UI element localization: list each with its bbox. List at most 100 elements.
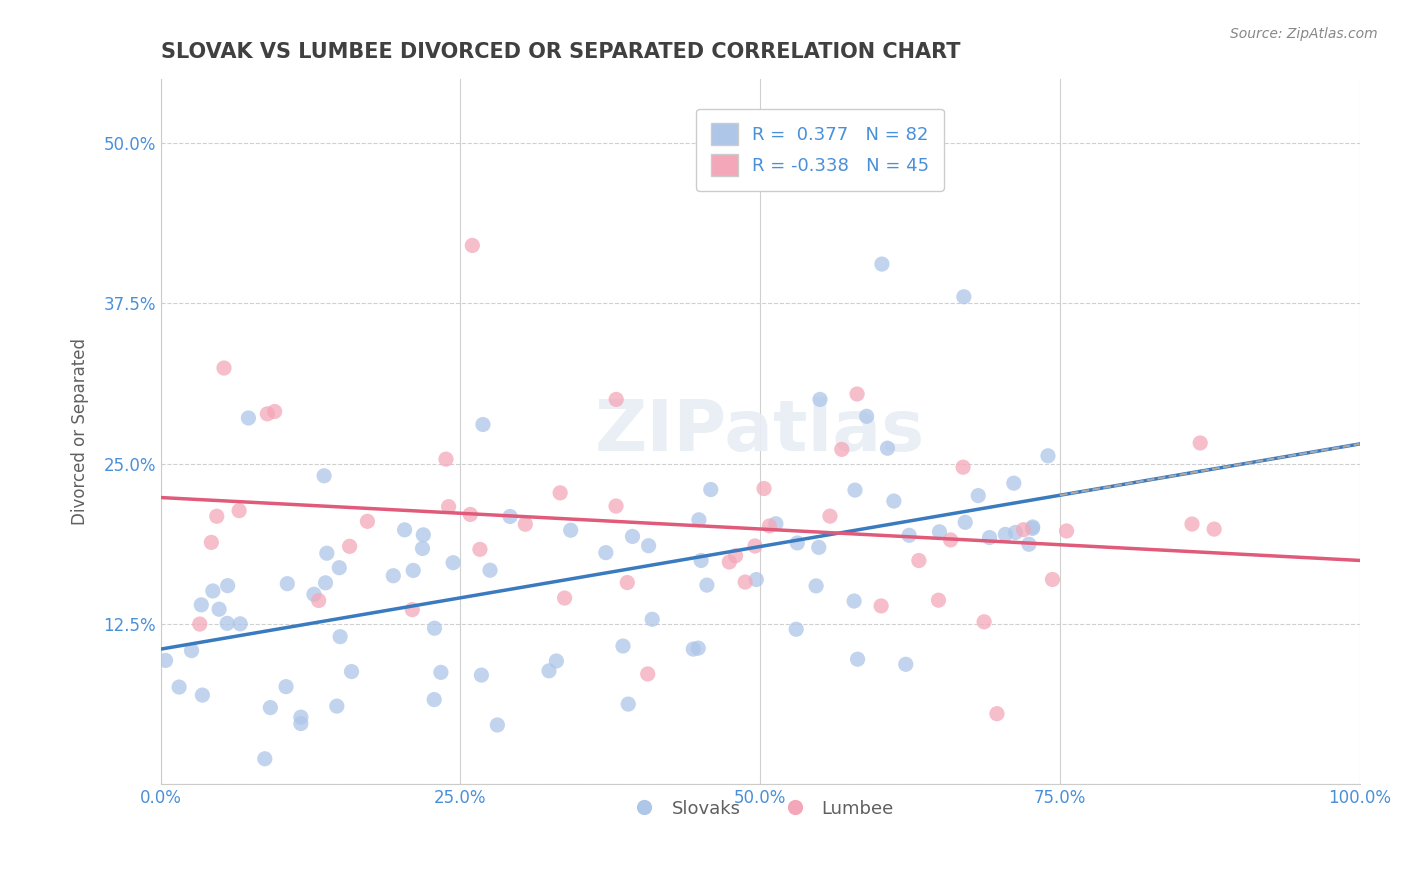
- Point: [758, 519, 780, 533]
- Point: [605, 499, 627, 513]
- Point: [486, 718, 509, 732]
- Point: [217, 579, 239, 593]
- Point: [682, 642, 704, 657]
- Point: [952, 460, 974, 475]
- Point: [315, 575, 337, 590]
- Point: [479, 563, 502, 577]
- Point: [617, 697, 640, 711]
- Point: [274, 680, 297, 694]
- Point: [612, 639, 634, 653]
- Point: [808, 392, 831, 407]
- Point: [276, 576, 298, 591]
- Point: [382, 568, 405, 582]
- Text: SLOVAK VS LUMBEE DIVORCED OR SEPARATED CORRELATION CHART: SLOVAK VS LUMBEE DIVORCED OR SEPARATED C…: [160, 42, 960, 62]
- Point: [953, 290, 976, 304]
- Point: [356, 514, 378, 528]
- Point: [804, 579, 827, 593]
- Point: [973, 615, 995, 629]
- Point: [554, 591, 576, 605]
- Point: [979, 531, 1001, 545]
- Point: [883, 494, 905, 508]
- Point: [752, 482, 775, 496]
- Point: [641, 612, 664, 626]
- Point: [326, 699, 349, 714]
- Point: [898, 528, 921, 542]
- Point: [394, 523, 416, 537]
- Point: [548, 486, 571, 500]
- Point: [846, 387, 869, 401]
- Point: [537, 664, 560, 678]
- Point: [986, 706, 1008, 721]
- Point: [191, 688, 214, 702]
- Point: [437, 500, 460, 514]
- Point: [928, 524, 950, 539]
- Point: [461, 238, 484, 252]
- Point: [870, 257, 893, 271]
- Point: [434, 452, 457, 467]
- Point: [696, 578, 718, 592]
- Point: [894, 657, 917, 672]
- Point: [1002, 476, 1025, 491]
- Point: [842, 594, 865, 608]
- Point: [201, 584, 224, 599]
- Point: [560, 523, 582, 537]
- Point: [1204, 522, 1226, 536]
- Point: [1056, 524, 1078, 538]
- Point: [1004, 525, 1026, 540]
- Point: [423, 692, 446, 706]
- Point: [786, 536, 808, 550]
- Point: [765, 516, 787, 531]
- Point: [1189, 436, 1212, 450]
- Point: [953, 516, 976, 530]
- Point: [402, 563, 425, 577]
- Point: [302, 587, 325, 601]
- Point: [441, 556, 464, 570]
- Point: [259, 700, 281, 714]
- Point: [253, 752, 276, 766]
- Point: [340, 665, 363, 679]
- Point: [1022, 520, 1045, 534]
- Point: [818, 509, 841, 524]
- Point: [412, 528, 434, 542]
- Point: [994, 527, 1017, 541]
- Point: [339, 539, 361, 553]
- Point: [876, 441, 898, 455]
- Point: [468, 542, 491, 557]
- Point: [688, 641, 710, 656]
- Point: [621, 529, 644, 543]
- Point: [308, 593, 330, 607]
- Point: [844, 483, 866, 497]
- Point: [471, 417, 494, 432]
- Point: [908, 553, 931, 567]
- Point: [846, 652, 869, 666]
- Point: [328, 560, 350, 574]
- Point: [263, 404, 285, 418]
- Legend: Slovaks, Lumbee: Slovaks, Lumbee: [619, 792, 901, 825]
- Point: [700, 483, 723, 497]
- Point: [967, 489, 990, 503]
- Point: [637, 667, 659, 681]
- Point: [1018, 537, 1040, 551]
- Point: [180, 643, 202, 657]
- Point: [430, 665, 453, 680]
- Point: [515, 517, 537, 532]
- Point: [546, 654, 568, 668]
- Point: [870, 599, 893, 613]
- Point: [229, 616, 252, 631]
- Point: [1036, 449, 1059, 463]
- Point: [205, 509, 228, 524]
- Point: [718, 555, 741, 569]
- Point: [423, 621, 446, 635]
- Point: [724, 549, 747, 563]
- Point: [785, 622, 807, 636]
- Point: [688, 513, 710, 527]
- Point: [939, 533, 962, 547]
- Point: [1021, 521, 1043, 535]
- Point: [595, 546, 617, 560]
- Point: [212, 361, 235, 376]
- Point: [690, 553, 713, 567]
- Point: [290, 716, 312, 731]
- Point: [499, 509, 522, 524]
- Point: [745, 573, 768, 587]
- Point: [290, 710, 312, 724]
